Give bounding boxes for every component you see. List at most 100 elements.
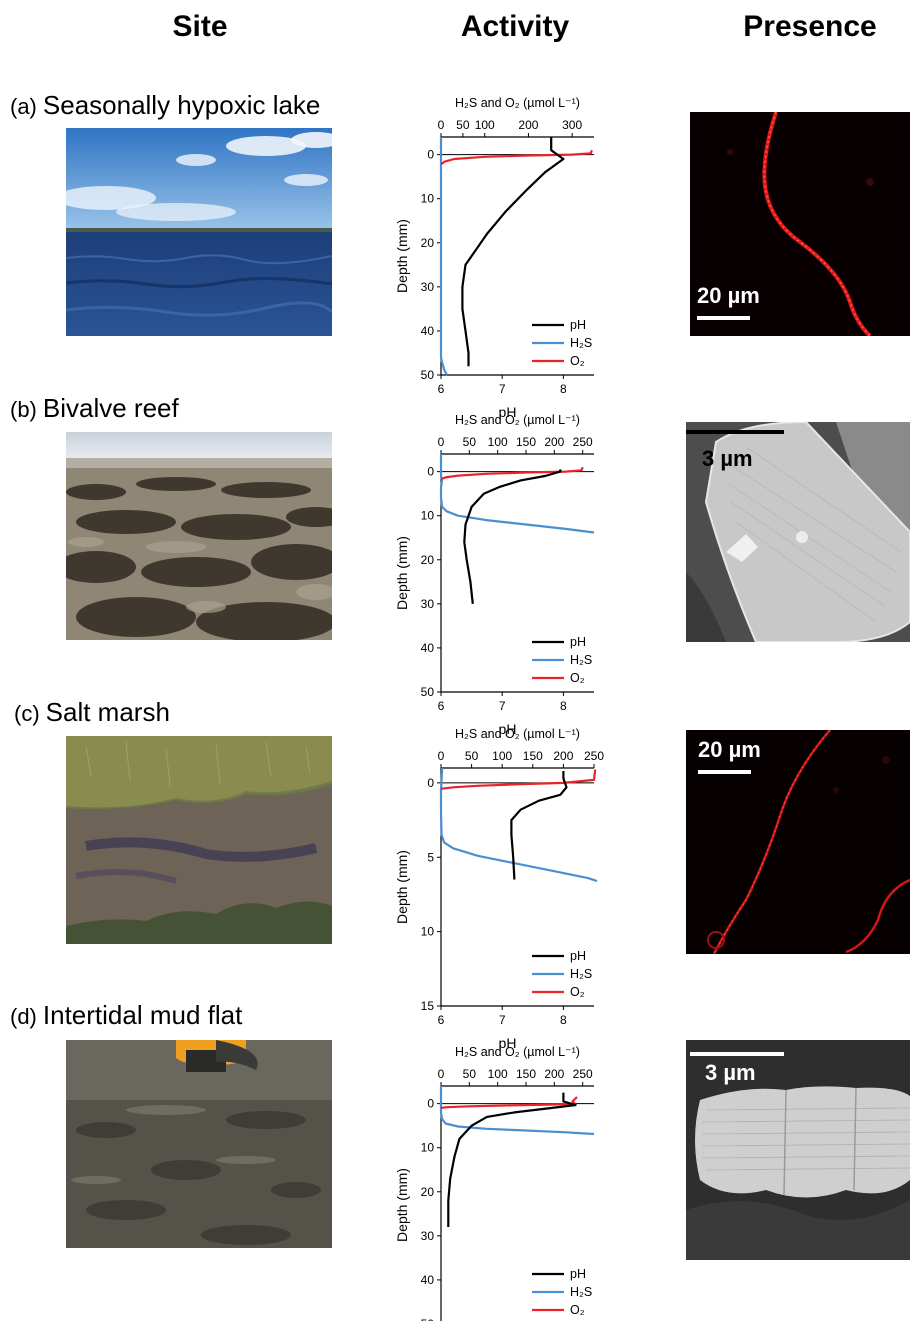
y-axis-tick-label: 30 xyxy=(421,280,435,294)
row-letter: (b) xyxy=(10,397,37,422)
x-axis-tick-label: 8 xyxy=(560,382,567,396)
legend-label: O₂ xyxy=(570,1303,585,1317)
y-axis-tick-label: 0 xyxy=(427,776,434,790)
y-axis-tick-label: 50 xyxy=(421,1317,435,1321)
y-axis-tick-label: 50 xyxy=(421,368,435,382)
header-site: Site xyxy=(172,10,228,43)
series-line-ph xyxy=(510,771,568,880)
y-axis-tick-label: 40 xyxy=(421,1273,435,1287)
top-axis-tick-label: 100 xyxy=(475,118,495,132)
header-presence: Presence xyxy=(743,10,877,43)
row-site-name: Salt marsh xyxy=(45,697,170,727)
photo-bivalve-reef xyxy=(66,432,332,640)
row-letter: (a) xyxy=(10,94,37,119)
y-axis-tick-label: 10 xyxy=(421,192,435,206)
top-axis-tick-label: 0 xyxy=(438,749,445,763)
scale-bar xyxy=(698,770,751,774)
x-axis-tick-label: 6 xyxy=(438,699,445,713)
top-axis-tick-label: 50 xyxy=(456,118,470,132)
x-axis-tick-label: 7 xyxy=(499,382,506,396)
photo-lake xyxy=(66,128,332,336)
x-axis-label: pH xyxy=(499,721,517,737)
y-axis-tick-label: 10 xyxy=(421,1141,435,1155)
row-site-name: Intertidal mud flat xyxy=(42,1000,243,1030)
row-d-label: (d) Intertidal mud flat xyxy=(10,1000,242,1031)
y-axis-tick-label: 40 xyxy=(421,641,435,655)
series-line-hs xyxy=(439,1086,595,1136)
x-axis-tick-label: 6 xyxy=(438,382,445,396)
top-axis-tick-label: 0 xyxy=(438,118,445,132)
y-axis-tick-label: 30 xyxy=(421,1229,435,1243)
legend-label: pH xyxy=(570,949,586,963)
series-line-o xyxy=(440,149,593,166)
y-axis-tick-label: 50 xyxy=(421,685,435,699)
y-axis-tick-label: 20 xyxy=(421,1185,435,1199)
y-axis-tick-label: 30 xyxy=(421,597,435,611)
x-axis-tick-label: 8 xyxy=(560,1013,567,1027)
top-axis-tick-label: 200 xyxy=(544,1067,564,1081)
micrograph-fluorescence-a xyxy=(690,112,910,336)
top-axis-tick-label: 150 xyxy=(516,435,536,449)
top-axis-tick-label: 100 xyxy=(492,749,512,763)
row-letter: (c) xyxy=(14,701,40,726)
series-line-ph xyxy=(447,1092,577,1227)
top-axis-tick-label: 150 xyxy=(516,1067,536,1081)
y-axis-tick-label: 20 xyxy=(421,553,435,567)
top-axis-tick-label: 50 xyxy=(463,1067,477,1081)
profile-chart-d: 0 50 100 150 200 250 H₂S and O₂ (µmol L⁻¹) 0 10 2… xyxy=(394,1045,595,1321)
top-axis-label: H₂S and O₂ (µmol L⁻¹) xyxy=(455,1045,580,1059)
x-axis-label: pH xyxy=(499,404,517,420)
top-axis-tick-label: 50 xyxy=(463,435,477,449)
y-axis-tick-label: 15 xyxy=(421,999,435,1013)
legend-label: O₂ xyxy=(570,671,585,685)
micrograph-fluorescence-c xyxy=(686,730,910,954)
top-axis-tick-label: 0 xyxy=(438,435,445,449)
y-axis-tick-label: 0 xyxy=(427,465,434,479)
top-axis-tick-label: 300 xyxy=(562,118,582,132)
scale-label: 20 µm xyxy=(698,737,761,762)
y-axis-label: Depth (mm) xyxy=(394,850,410,924)
scale-bar xyxy=(697,316,750,320)
profile-chart-a: 0 50 100 200 300 H₂S and O₂ (µmol L⁻¹) 0 10 20 30… xyxy=(394,96,594,420)
micrograph-sem-b xyxy=(686,422,910,642)
top-axis-tick-label: 200 xyxy=(553,749,573,763)
y-axis-tick-label: 10 xyxy=(421,509,435,523)
legend-label: O₂ xyxy=(570,985,585,999)
y-axis-label: Depth (mm) xyxy=(394,1168,410,1242)
top-axis-tick-label: 0 xyxy=(438,1067,445,1081)
x-axis-tick-label: 7 xyxy=(499,1013,506,1027)
scale-label: 20 µm xyxy=(697,283,760,308)
scale-label: 3 µm xyxy=(702,446,753,471)
top-axis-label: H₂S and O₂ (µmol L⁻¹) xyxy=(455,413,580,427)
top-axis-tick-label: 100 xyxy=(488,435,508,449)
y-axis-label: Depth (mm) xyxy=(394,536,410,610)
photo-salt-marsh xyxy=(66,736,332,944)
top-axis-tick-label: 250 xyxy=(573,435,593,449)
top-axis-tick-label: 200 xyxy=(544,435,564,449)
series-line-hs xyxy=(439,137,449,376)
y-axis-tick-label: 10 xyxy=(421,925,435,939)
scale-bar xyxy=(686,430,784,434)
row-b-label: (b) Bivalve reef xyxy=(10,393,179,424)
row-site-name: Seasonally hypoxic lake xyxy=(42,90,321,120)
series-line-ph xyxy=(463,469,562,605)
legend-label: pH xyxy=(570,1267,586,1281)
y-axis-tick-label: 40 xyxy=(421,324,435,338)
legend-label: pH xyxy=(570,635,586,649)
micrograph-sem-d xyxy=(686,1040,910,1260)
row-c-label: (c) Salt marsh xyxy=(14,697,170,728)
top-axis-tick-label: 150 xyxy=(523,749,543,763)
series-line-hs xyxy=(439,454,595,534)
legend-label: H₂S xyxy=(570,967,592,981)
x-axis-tick-label: 6 xyxy=(438,1013,445,1027)
header-activity: Activity xyxy=(460,10,570,43)
y-axis-tick-label: 0 xyxy=(427,148,434,162)
y-axis-tick-label: 5 xyxy=(427,850,434,864)
row-letter: (d) xyxy=(10,1004,37,1029)
row-site-name: Bivalve reef xyxy=(42,393,179,423)
x-axis-tick-label: 8 xyxy=(560,699,567,713)
x-axis-tick-label: 7 xyxy=(499,699,506,713)
top-axis-label: H₂S and O₂ (µmol L⁻¹) xyxy=(455,96,580,110)
photo-mud-flat xyxy=(66,1040,332,1248)
scale-bar xyxy=(690,1052,784,1056)
